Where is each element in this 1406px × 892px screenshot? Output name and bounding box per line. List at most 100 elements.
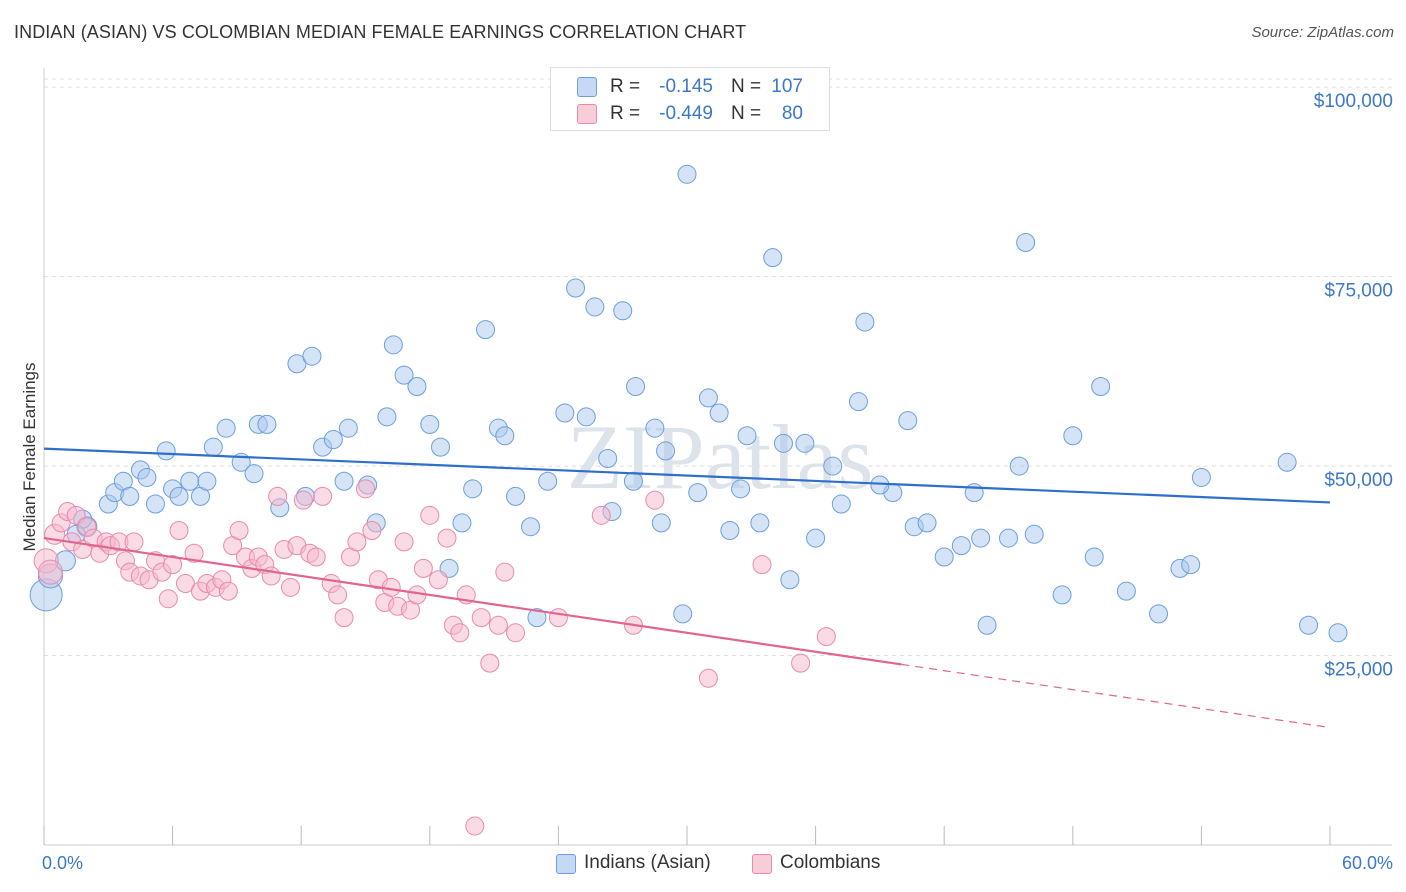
point-colombians bbox=[465, 816, 485, 836]
point-indians-asian bbox=[831, 494, 851, 514]
point-indians-asian bbox=[780, 570, 800, 590]
y-tick-label: $25,000 bbox=[1324, 660, 1393, 681]
trend-line-extension-1 bbox=[901, 663, 1331, 729]
series-colombians bbox=[33, 479, 836, 836]
point-indians-asian bbox=[377, 407, 397, 427]
point-indians-asian bbox=[145, 494, 165, 514]
point-indians-asian bbox=[334, 471, 354, 491]
y-tick-label: $100,000 bbox=[1314, 91, 1393, 112]
point-indians-asian bbox=[688, 483, 708, 503]
point-indians-asian bbox=[977, 615, 997, 635]
point-indians-asian bbox=[1191, 467, 1211, 487]
x-tick-label-min: 0.0% bbox=[42, 853, 83, 873]
point-colombians bbox=[158, 589, 178, 609]
point-indians-asian bbox=[773, 433, 793, 453]
point-indians-asian bbox=[1016, 233, 1036, 253]
point-colombians bbox=[175, 574, 195, 594]
point-indians-asian bbox=[626, 377, 646, 397]
y-axis-title: Median Female Earnings bbox=[20, 363, 39, 552]
point-indians-asian bbox=[180, 471, 200, 491]
point-colombians bbox=[428, 570, 448, 590]
point-indians-asian bbox=[521, 517, 541, 537]
point-indians-asian bbox=[951, 536, 971, 556]
point-indians-asian bbox=[216, 418, 236, 438]
point-indians-asian bbox=[302, 346, 322, 366]
point-indians-asian bbox=[971, 528, 991, 548]
point-colombians bbox=[280, 577, 300, 597]
point-indians-asian bbox=[527, 608, 547, 628]
point-colombians bbox=[394, 532, 414, 552]
point-indians-asian bbox=[394, 365, 414, 385]
point-indians-asian bbox=[1009, 456, 1029, 476]
point-colombians bbox=[169, 520, 189, 540]
point-indians-asian bbox=[999, 528, 1018, 548]
point-colombians bbox=[816, 627, 836, 647]
point-indians-asian bbox=[750, 513, 770, 533]
point-indians-asian bbox=[431, 437, 451, 457]
legend: R = -0.145 N = 107 R = -0.449 N = 80 bbox=[550, 67, 830, 131]
point-colombians bbox=[356, 479, 375, 499]
point-colombians bbox=[437, 528, 457, 548]
point-indians-asian bbox=[338, 418, 358, 438]
point-colombians bbox=[293, 490, 313, 510]
point-indians-asian bbox=[566, 278, 586, 298]
point-indians-asian bbox=[898, 411, 918, 431]
point-indians-asian bbox=[917, 513, 937, 533]
point-indians-asian bbox=[463, 479, 483, 499]
point-colombians bbox=[698, 668, 718, 688]
trend-line-0 bbox=[43, 447, 1331, 504]
point-indians-asian bbox=[1116, 581, 1136, 601]
point-colombians bbox=[752, 555, 772, 575]
point-indians-asian bbox=[623, 471, 643, 491]
point-indians-asian bbox=[1181, 555, 1201, 575]
point-colombians bbox=[645, 490, 665, 510]
point-colombians bbox=[413, 558, 433, 578]
point-indians-asian bbox=[323, 430, 343, 450]
point-indians-asian bbox=[613, 301, 633, 321]
point-indians-asian bbox=[645, 418, 665, 438]
point-indians-asian bbox=[137, 467, 157, 487]
point-colombians bbox=[548, 608, 568, 628]
point-indians-asian bbox=[673, 604, 693, 624]
point-colombians bbox=[791, 653, 811, 673]
point-indians-asian bbox=[555, 403, 575, 423]
point-colombians bbox=[591, 505, 611, 525]
point-indians-asian bbox=[1091, 377, 1111, 397]
source-label: Source: ZipAtlas.com bbox=[1251, 24, 1394, 41]
point-colombians bbox=[328, 585, 348, 605]
point-colombians bbox=[362, 520, 382, 540]
bottom-legend-label-colombians: Colombians bbox=[780, 852, 881, 873]
point-colombians bbox=[163, 555, 183, 575]
point-colombians bbox=[37, 559, 63, 585]
legend-r-value: -0.449 bbox=[659, 103, 713, 124]
point-indians-asian bbox=[1052, 585, 1072, 605]
series-indians-asian bbox=[29, 164, 1348, 643]
point-indians-asian bbox=[934, 547, 954, 567]
point-indians-asian bbox=[720, 520, 740, 540]
point-indians-asian bbox=[203, 437, 223, 457]
axes bbox=[43, 68, 1392, 846]
legend-r-value: -0.145 bbox=[659, 76, 713, 97]
point-indians-asian bbox=[806, 528, 826, 548]
legend-row-colombians: R = -0.449 N = 80 bbox=[551, 101, 829, 127]
point-indians-asian bbox=[197, 471, 217, 491]
point-indians-asian bbox=[677, 164, 697, 184]
point-indians-asian bbox=[506, 486, 526, 506]
point-colombians bbox=[488, 615, 508, 635]
legend-swatch-pink bbox=[577, 104, 597, 124]
x-tick-labels: 0.0% 60.0% bbox=[42, 853, 1393, 873]
point-indians-asian bbox=[452, 513, 472, 533]
point-indians-asian bbox=[795, 433, 815, 453]
point-indians-asian bbox=[656, 441, 676, 461]
point-indians-asian bbox=[698, 388, 718, 408]
point-colombians bbox=[229, 520, 249, 540]
point-indians-asian bbox=[1149, 604, 1169, 624]
point-indians-asian bbox=[585, 297, 605, 317]
point-indians-asian bbox=[120, 486, 140, 506]
point-indians-asian bbox=[823, 456, 843, 476]
legend-r-label: R = bbox=[610, 103, 641, 124]
point-indians-asian bbox=[407, 377, 427, 397]
y-tick-label: $50,000 bbox=[1324, 470, 1393, 491]
bottom-legend-swatch-blue bbox=[556, 854, 576, 874]
